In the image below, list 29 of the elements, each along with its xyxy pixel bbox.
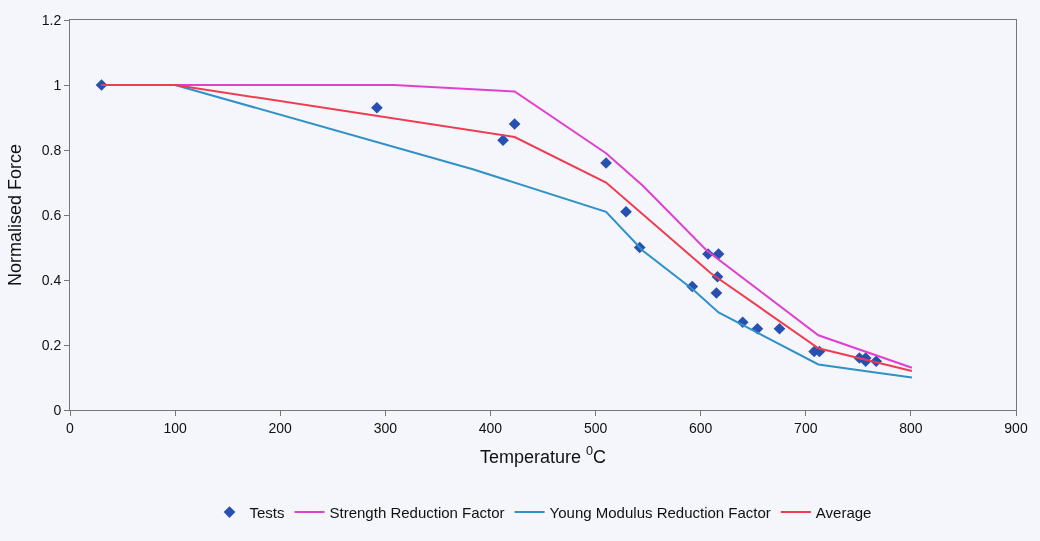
y-tick-label: 0.8 xyxy=(41,141,62,158)
y-tick-label: 1.2 xyxy=(41,11,62,28)
y-tick-label: 0.4 xyxy=(41,271,62,288)
y-tick-label: 1 xyxy=(53,76,62,93)
point xyxy=(497,134,509,147)
x-tick-label: 400 xyxy=(478,419,503,436)
point xyxy=(371,101,383,114)
x-tick-label: 100 xyxy=(163,419,187,436)
x-tick-label: 0 xyxy=(66,419,75,436)
y-tick-label: 0 xyxy=(53,401,62,418)
x-tick-label: 500 xyxy=(583,419,608,436)
point xyxy=(508,118,521,130)
y-tick-label: 0.2 xyxy=(41,336,62,353)
point xyxy=(773,322,786,335)
x-tick-label: 900 xyxy=(1004,419,1028,436)
point xyxy=(620,205,632,218)
x-tick-label: 200 xyxy=(268,419,293,436)
legend-label: Tests xyxy=(249,503,285,521)
point xyxy=(710,287,723,299)
x-tick-label: 300 xyxy=(373,419,398,436)
y-axis-title: Normalised Force xyxy=(4,143,25,287)
legend-label: Average xyxy=(815,503,872,521)
x-tick-label: 600 xyxy=(688,419,713,436)
x-tick-label: 800 xyxy=(899,419,923,436)
legend-label: Strength Reduction Factor xyxy=(329,503,505,521)
x-axis-title: Temperature $^{0}$C xyxy=(479,444,607,467)
y-tick-label: 0.6 xyxy=(41,206,62,223)
x-tick-label: 700 xyxy=(794,419,818,436)
legend-label: Young Modulus Reduction Factor xyxy=(549,503,771,521)
